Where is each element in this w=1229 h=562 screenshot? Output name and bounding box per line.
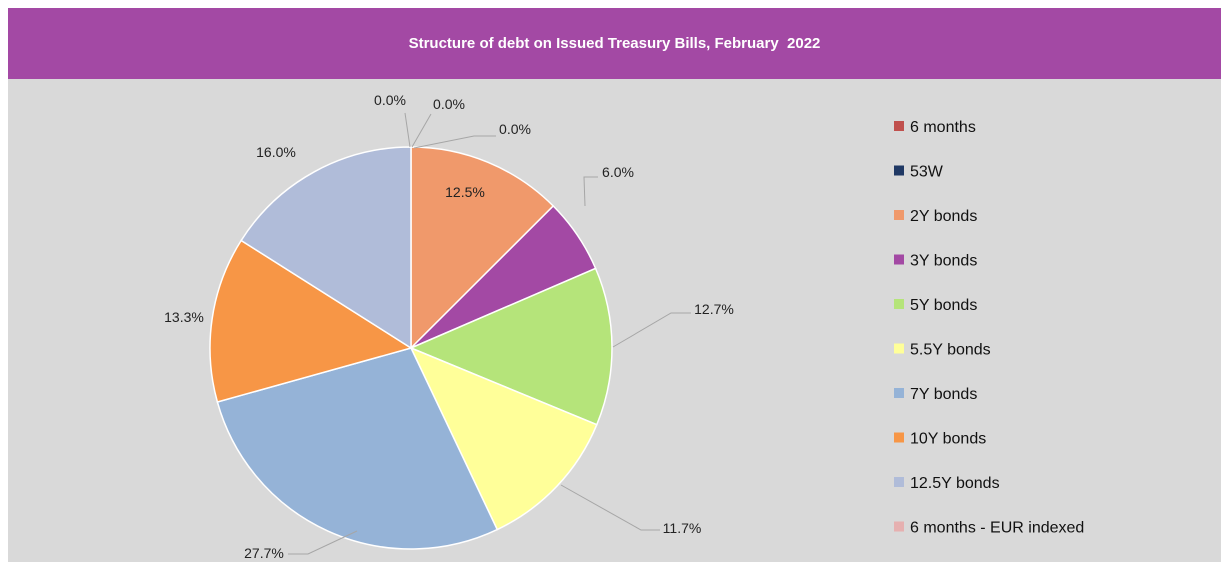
legend-swatch-10y-bonds (894, 432, 904, 443)
pie-slices (209, 146, 613, 550)
legend-swatch-53w (894, 165, 904, 176)
legend-item-5-5y-bonds: 5.5Y bonds (894, 342, 991, 359)
legend-label-2y-bonds: 2Y bonds (910, 208, 977, 225)
title-bar: Structure of debt on Issued Treasury Bil… (8, 8, 1221, 79)
legend-swatch-6-months (894, 121, 904, 131)
pie-slice-7y-bonds (216, 347, 499, 550)
leader-line-7y-bonds (288, 530, 358, 555)
data-label-5-5y-bonds: 11.7% (663, 520, 702, 536)
data-label-6-months: 0.0% (374, 92, 406, 108)
chart-title: Structure of debt on Issued Treasury Bil… (408, 35, 821, 52)
pie-slice-5-5y-bonds (409, 346, 598, 531)
legend-label-3y-bonds: 3Y bonds (910, 253, 977, 270)
legend-label-5-5y-bonds: 5.5Y bonds (910, 342, 991, 359)
leader-line-6-months (404, 112, 411, 148)
chart-frame: Structure of debt on Issued Treasury Bil… (8, 8, 1221, 562)
legend-item-3y-bonds: 3Y bonds (894, 253, 977, 270)
data-labels: 0.0% 0.0% 12.5% 6.0% 12.7% 11.7% 27.7% 13.3% 16.… (164, 92, 734, 561)
data-label-53w: 0.0% (433, 96, 465, 112)
leader-line-5-5y-bonds (560, 484, 660, 531)
pie-slice-10y-bonds (209, 239, 413, 403)
data-label-6-months-eur-indexed: 0.0% (499, 121, 531, 137)
legend-swatch-3y-bonds (894, 254, 904, 265)
legend-item-2y-bonds: 2Y bonds (894, 208, 977, 225)
legend-item-5y-bonds: 5Y bonds (894, 297, 977, 314)
legend-item-7y-bonds: 7Y bonds (894, 386, 977, 403)
leader-line-5y-bonds (612, 312, 691, 348)
legend-label-6-months: 6 months (910, 119, 976, 136)
pie-chart: 0.0% 0.0% 12.5% 6.0% 12.7% 11.7% 27.7% 13.3% 16.… (164, 92, 1084, 561)
legend-swatch-7y-bonds (894, 388, 904, 398)
data-label-2y-bonds: 12.5% (445, 184, 485, 200)
pie-slice-12-5y-bonds (240, 146, 412, 350)
legend-label-7y-bonds: 7Y bonds (910, 386, 977, 403)
leader-line-6-months-eur-indexed (413, 135, 496, 149)
legend-item-10y-bonds: 10Y bonds (894, 431, 986, 448)
data-label-7y-bonds: 27.7% (244, 545, 284, 561)
legend-item-12-5y-bonds: 12.5Y bonds (894, 475, 1000, 492)
leader-line-53w (411, 113, 432, 148)
legend-label-12-5y-bonds: 12.5Y bonds (910, 475, 1000, 492)
pie-slice-2y-bonds (410, 146, 555, 350)
legend-swatch-2y-bonds (894, 210, 904, 220)
data-label-5y-bonds: 12.7% (694, 301, 734, 317)
legend-swatch-5-5y-bonds (894, 343, 904, 354)
legend-swatch-6-months-eur-indexed (894, 521, 904, 532)
legend: 6 months 53W 2Y bonds 3Y bonds 5Y bonds 5.5Y … (894, 119, 1084, 537)
leader-line-3y-bonds (583, 176, 598, 207)
pie-slice-5y-bonds (409, 267, 613, 426)
legend-swatch-5y-bonds (894, 299, 904, 309)
legend-item-6-months-eur-indexed: 6 months - EUR indexed (894, 520, 1084, 537)
legend-label-10y-bonds: 10Y bonds (910, 431, 986, 448)
data-label-12-5y-bonds: 16.0% (256, 144, 296, 160)
legend-item-6-months: 6 months (894, 119, 976, 136)
data-label-3y-bonds: 6.0% (602, 164, 634, 180)
data-label-10y-bonds: 13.3% (164, 309, 204, 325)
legend-label-53w: 53W (910, 164, 944, 181)
legend-label-6-months-eur-indexed: 6 months - EUR indexed (910, 520, 1084, 537)
legend-item-53w: 53W (894, 164, 944, 181)
legend-label-5y-bonds: 5Y bonds (910, 297, 977, 314)
legend-swatch-12-5y-bonds (894, 477, 904, 487)
